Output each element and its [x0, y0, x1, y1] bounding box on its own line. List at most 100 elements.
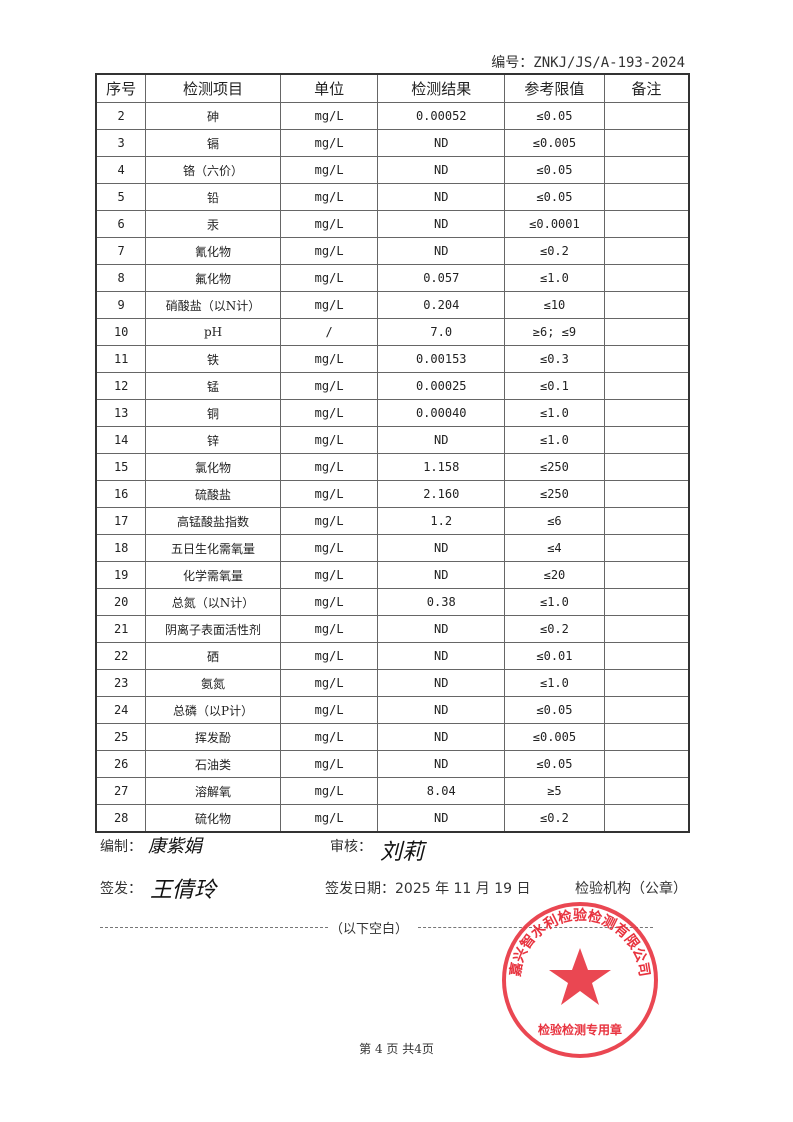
table-cell: 硫酸盐: [145, 480, 281, 508]
table-cell: ≤10: [504, 291, 605, 319]
table-cell: mg/L: [279, 777, 379, 805]
reviewed-signature: 刘莉: [380, 840, 425, 865]
reviewed-label: 审核：: [330, 839, 372, 855]
table-cell: [603, 345, 690, 373]
table-cell: [603, 588, 690, 616]
table-row: 9 硝酸盐（以N计） mg/L 0.204 ≤10: [95, 291, 690, 319]
table-cell: 7: [95, 237, 147, 265]
table-cell: mg/L: [279, 507, 379, 535]
table-cell: mg/L: [279, 399, 379, 427]
table-cell: [603, 723, 690, 751]
table-cell: [603, 561, 690, 589]
table-row: 26 石油类 mg/L ND ≤0.05: [95, 750, 690, 778]
table-cell: mg/L: [279, 480, 379, 508]
table-cell: 铬（六价）: [145, 156, 281, 184]
table-cell: mg/L: [279, 723, 379, 751]
table-cell: ≤0.2: [504, 615, 605, 643]
compiled-label: 编制：: [100, 839, 142, 855]
table-cell: ≤4: [504, 534, 605, 562]
table-cell: 4: [95, 156, 147, 184]
table-row: 13 铜 mg/L 0.00040 ≤1.0: [95, 399, 690, 427]
table-cell: mg/L: [279, 561, 379, 589]
table-cell: ≤0.05: [504, 156, 605, 184]
table-cell: [603, 507, 690, 535]
table-cell: 13: [95, 399, 147, 427]
issued-label: 签发：: [100, 881, 142, 897]
issue-date: 签发日期：2025 年 11 月 19 日: [325, 881, 531, 897]
table-cell: 砷: [145, 102, 281, 130]
table-cell: ≤1.0: [504, 426, 605, 454]
table-row: 21 阴离子表面活性剂 mg/L ND ≤0.2: [95, 615, 690, 643]
table-row: 27 溶解氧 mg/L 8.04 ≥5: [95, 777, 690, 805]
table-cell: 锰: [145, 372, 281, 400]
table-cell: 14: [95, 426, 147, 454]
table-cell: mg/L: [279, 291, 379, 319]
table-cell: 28: [95, 804, 147, 833]
table-cell: ≤1.0: [504, 669, 605, 697]
table-cell: 10: [95, 318, 147, 346]
table-cell: mg/L: [279, 588, 379, 616]
table-cell: 氰化物: [145, 237, 281, 265]
table-cell: 阴离子表面活性剂: [145, 615, 281, 643]
table-cell: ND: [377, 156, 506, 184]
table-row: 19 化学需氧量 mg/L ND ≤20: [95, 561, 690, 589]
table-cell: ND: [377, 129, 506, 157]
table-row: 16 硫酸盐 mg/L 2.160 ≤250: [95, 480, 690, 508]
table-cell: ≤0.005: [504, 723, 605, 751]
column-header: 检测项目: [145, 73, 281, 103]
table-cell: [603, 210, 690, 238]
column-header: 序号: [95, 73, 147, 103]
test-results-table: 序号 检测项目 单位 检测结果 参考限值 备注 2 砷 mg/L 0.00052 ≤0.05 3 镉 m…: [95, 73, 690, 833]
table-cell: ≤1.0: [504, 399, 605, 427]
document-number: 编号：ZNKJ/JS/A-193-2024: [491, 55, 685, 71]
table-cell: 12: [95, 372, 147, 400]
table-cell: mg/L: [279, 372, 379, 400]
table-cell: 挥发酚: [145, 723, 281, 751]
divider: [100, 927, 328, 928]
table-cell: ≤0.05: [504, 183, 605, 211]
table-cell: 11: [95, 345, 147, 373]
table-cell: ND: [377, 642, 506, 670]
table-cell: mg/L: [279, 237, 379, 265]
table-cell: ≤0.05: [504, 750, 605, 778]
table-cell: 锌: [145, 426, 281, 454]
table-row: 3 镉 mg/L ND ≤0.005: [95, 129, 690, 157]
table-cell: 9: [95, 291, 147, 319]
table-cell: mg/L: [279, 669, 379, 697]
table-cell: 3: [95, 129, 147, 157]
table-cell: ≤0.005: [504, 129, 605, 157]
table-cell: ND: [377, 723, 506, 751]
table-row: 12 锰 mg/L 0.00025 ≤0.1: [95, 372, 690, 400]
table-cell: mg/L: [279, 264, 379, 292]
table-row: 25 挥发酚 mg/L ND ≤0.005: [95, 723, 690, 751]
table-cell: mg/L: [279, 534, 379, 562]
table-cell: 18: [95, 534, 147, 562]
table-cell: [603, 696, 690, 724]
table-cell: pH: [145, 318, 281, 346]
table-cell: 21: [95, 615, 147, 643]
table-row: 4 铬（六价） mg/L ND ≤0.05: [95, 156, 690, 184]
table-cell: 17: [95, 507, 147, 535]
table-cell: ≤0.01: [504, 642, 605, 670]
stamp-text-bottom: 检验检测专用章: [538, 1022, 622, 1037]
table-cell: 铁: [145, 345, 281, 373]
table-cell: [603, 372, 690, 400]
table-cell: ND: [377, 534, 506, 562]
table-row: 8 氟化物 mg/L 0.057 ≤1.0: [95, 264, 690, 292]
table-cell: ≤1.0: [504, 264, 605, 292]
column-header: 单位: [279, 73, 379, 103]
table-cell: 硒: [145, 642, 281, 670]
table-row: 23 氨氮 mg/L ND ≤1.0: [95, 669, 690, 697]
table-cell: 铅: [145, 183, 281, 211]
table-cell: ND: [377, 237, 506, 265]
table-cell: 0.057: [377, 264, 506, 292]
table-cell: 镉: [145, 129, 281, 157]
table-cell: 19: [95, 561, 147, 589]
table-cell: mg/L: [279, 426, 379, 454]
table-cell: [603, 183, 690, 211]
table-cell: [603, 426, 690, 454]
issued-signature: 王倩玲: [150, 878, 217, 903]
table-cell: 五日生化需氧量: [145, 534, 281, 562]
table-cell: ≤6: [504, 507, 605, 535]
table-cell: 总磷（以P计）: [145, 696, 281, 724]
